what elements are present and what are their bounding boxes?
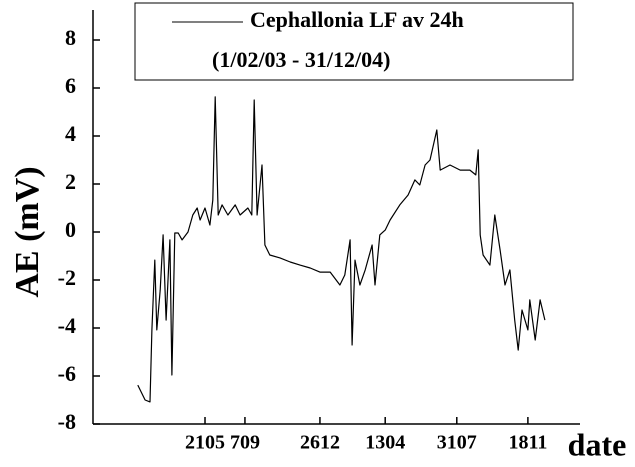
legend-entry: Cephallonia LF av 24h — [250, 7, 464, 32]
y-tick-label: 4 — [65, 121, 76, 146]
y-tick-label: -4 — [58, 313, 76, 338]
x-axis-label: date — [568, 426, 627, 462]
x-tick-label: 2105 — [185, 432, 225, 454]
y-axis-label: AE (mV) — [9, 166, 46, 297]
legend-box — [134, 2, 574, 81]
x-tick-label: 1304 — [365, 432, 405, 454]
y-tick-label: 0 — [65, 217, 76, 242]
x-tick-label: 709 — [230, 432, 260, 454]
subtitle: (1/02/03 - 31/12/04) — [212, 47, 390, 72]
x-tick-label: 1811 — [508, 432, 547, 454]
data-line — [137, 96, 546, 403]
y-tick-label: 2 — [65, 169, 76, 194]
x-tick-label: 3107 — [437, 432, 477, 454]
y-tick-label: 6 — [65, 73, 76, 98]
y-tick-label: -6 — [58, 361, 76, 386]
y-tick-label: -2 — [58, 265, 76, 290]
x-tick-label: 2612 — [300, 432, 340, 454]
y-tick-label: 8 — [65, 25, 76, 50]
y-tick-label: -8 — [58, 409, 76, 434]
